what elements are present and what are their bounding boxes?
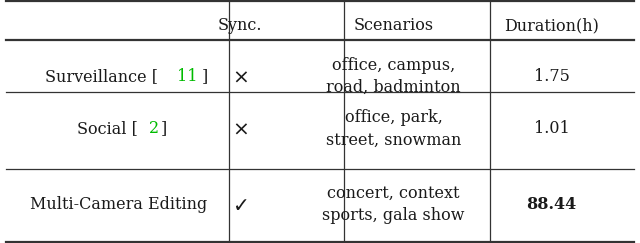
Text: Surveillance [: Surveillance [ bbox=[45, 68, 157, 85]
Text: Sync.: Sync. bbox=[218, 17, 262, 34]
Text: ]: ] bbox=[202, 68, 207, 85]
Text: 2: 2 bbox=[148, 120, 159, 137]
Text: Duration(h): Duration(h) bbox=[504, 17, 599, 34]
Text: $\checkmark$: $\checkmark$ bbox=[232, 195, 248, 214]
Text: 11: 11 bbox=[177, 68, 198, 85]
Text: ]: ] bbox=[161, 120, 167, 137]
Text: Social [: Social [ bbox=[77, 120, 138, 137]
Text: $\times$: $\times$ bbox=[232, 67, 248, 87]
Text: office, park,
street, snowman: office, park, street, snowman bbox=[326, 109, 461, 148]
Text: 1.01: 1.01 bbox=[534, 120, 570, 137]
Text: 1.75: 1.75 bbox=[534, 68, 570, 85]
Text: Scenarios: Scenarios bbox=[353, 17, 434, 34]
Text: $\times$: $\times$ bbox=[232, 119, 248, 139]
Text: Multi-Camera Editing: Multi-Camera Editing bbox=[30, 196, 207, 213]
Text: concert, context
sports, gala show: concert, context sports, gala show bbox=[323, 184, 465, 224]
Text: 88.44: 88.44 bbox=[527, 196, 577, 213]
Text: office, campus,
road, badminton: office, campus, road, badminton bbox=[326, 57, 461, 96]
